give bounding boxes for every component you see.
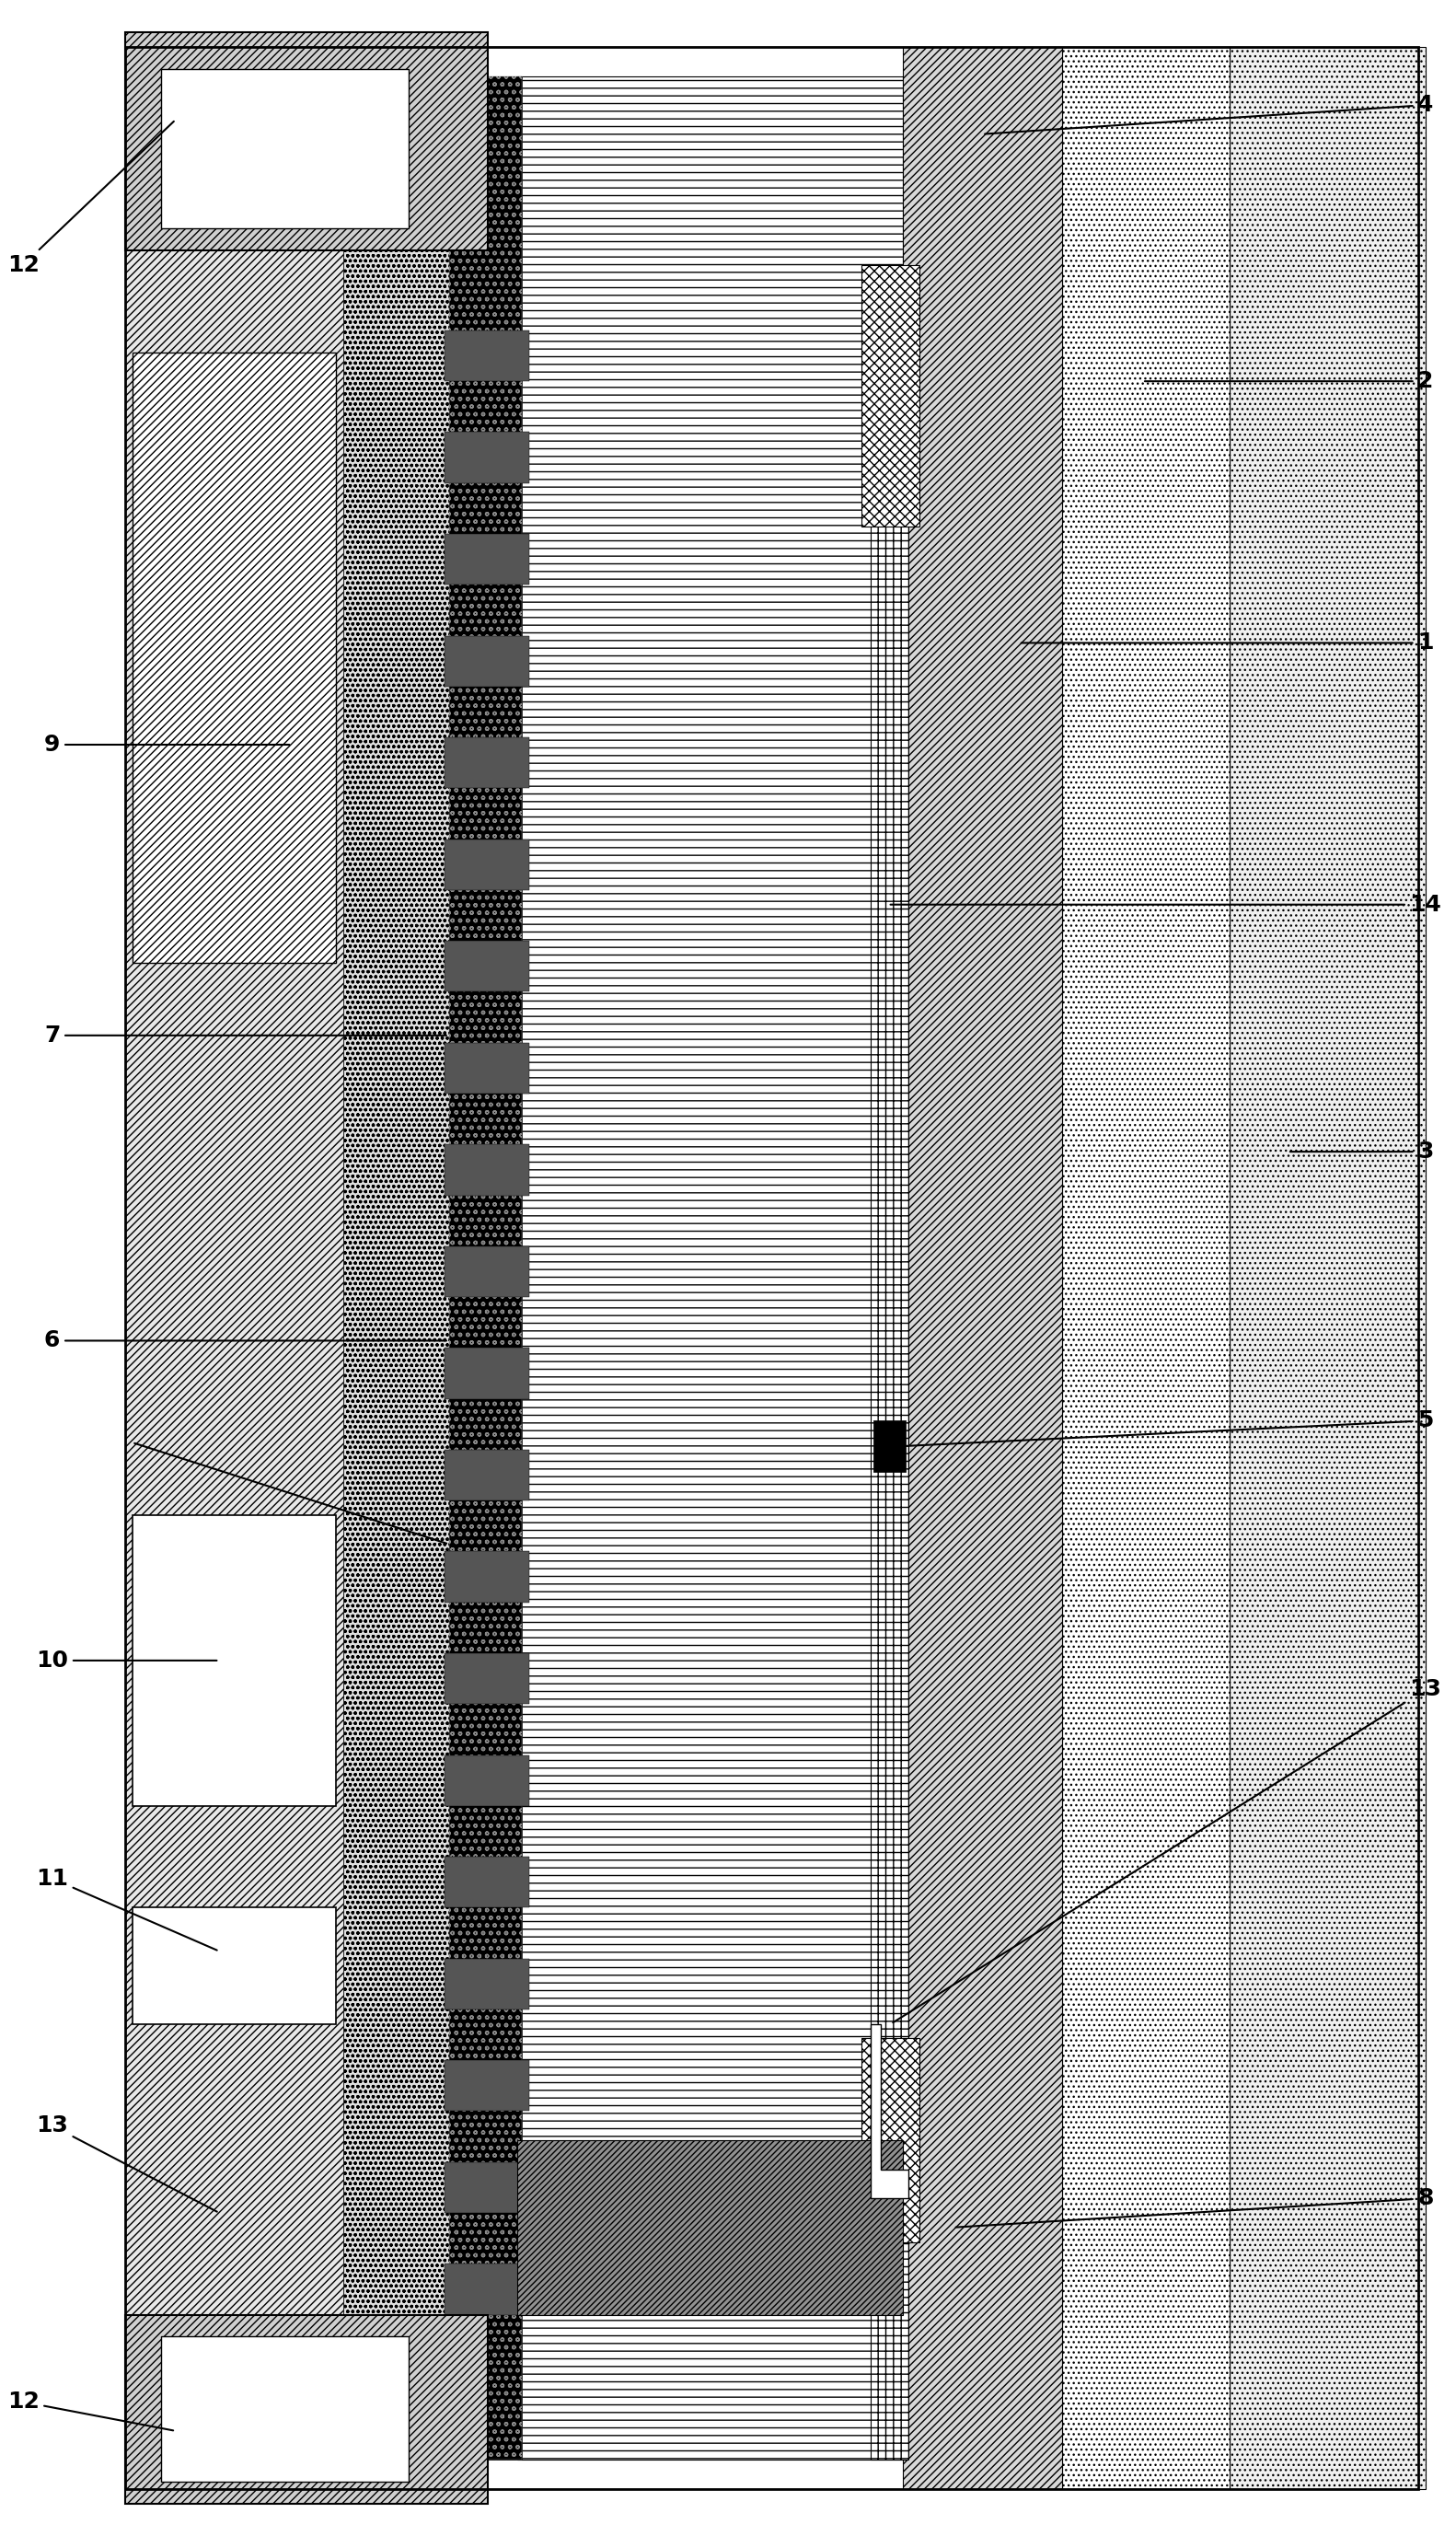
Bar xyxy=(444,1958,529,2009)
Bar xyxy=(444,941,529,992)
Bar xyxy=(444,431,529,482)
Text: 10: 10 xyxy=(36,1648,217,1671)
Text: 13: 13 xyxy=(893,1679,1441,2024)
Bar xyxy=(125,46,1418,2490)
Bar xyxy=(444,1042,529,1093)
Bar xyxy=(448,76,521,2460)
Bar xyxy=(903,46,1063,2490)
Text: 12: 12 xyxy=(7,2391,173,2429)
Text: 12: 12 xyxy=(7,122,173,276)
Bar xyxy=(862,2039,920,2242)
Bar xyxy=(444,738,529,789)
Bar xyxy=(132,353,335,964)
Bar xyxy=(444,1451,529,1501)
Bar xyxy=(444,637,529,687)
Bar xyxy=(444,1856,529,1907)
Bar xyxy=(125,2315,488,2503)
Bar xyxy=(132,1514,335,1806)
Text: 14: 14 xyxy=(891,893,1441,915)
Bar xyxy=(444,535,529,586)
Bar xyxy=(862,264,920,527)
Text: 6: 6 xyxy=(44,1329,447,1352)
Text: 2: 2 xyxy=(1144,370,1434,393)
Bar xyxy=(444,1349,529,1400)
Bar xyxy=(444,330,529,380)
Polygon shape xyxy=(871,2024,909,2199)
Text: 3: 3 xyxy=(1290,1141,1434,1161)
Bar xyxy=(1063,46,1229,2490)
Bar xyxy=(162,68,408,228)
Bar xyxy=(874,1420,906,1471)
Text: 1: 1 xyxy=(1021,631,1434,654)
Bar xyxy=(162,2336,408,2483)
Bar xyxy=(444,1755,529,1806)
Text: 5: 5 xyxy=(893,1410,1434,1446)
Bar xyxy=(517,2140,903,2315)
Bar xyxy=(125,33,488,251)
Text: 8: 8 xyxy=(955,2189,1434,2227)
Bar xyxy=(444,2059,529,2110)
Text: 4: 4 xyxy=(984,94,1434,134)
Bar xyxy=(444,2163,529,2214)
Bar xyxy=(125,76,342,2460)
Bar xyxy=(444,1144,529,1194)
Bar xyxy=(444,2265,529,2315)
Bar xyxy=(444,1552,529,1603)
Text: 11: 11 xyxy=(36,1866,217,1950)
Bar xyxy=(342,76,517,2460)
Bar xyxy=(871,454,909,2460)
Bar xyxy=(1229,46,1425,2490)
Text: 7: 7 xyxy=(44,1025,447,1047)
Bar xyxy=(444,839,529,890)
Bar xyxy=(517,76,903,2460)
Text: 13: 13 xyxy=(36,2115,217,2211)
Bar xyxy=(444,1245,529,1296)
Bar xyxy=(444,1653,529,1704)
Text: 9: 9 xyxy=(44,733,290,756)
Bar xyxy=(448,76,521,2460)
Bar xyxy=(132,1907,335,2024)
